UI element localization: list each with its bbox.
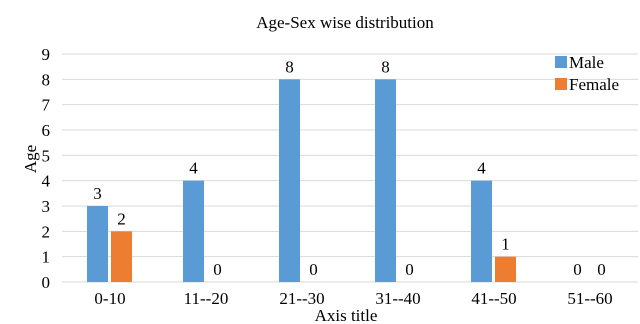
y-tick-label: 0 [42, 273, 51, 292]
legend-label: Female [569, 75, 619, 94]
bar-female [495, 256, 516, 282]
y-tick-label: 2 [42, 222, 51, 241]
x-tick-label: 41--50 [471, 289, 516, 308]
y-tick-label: 3 [42, 197, 51, 216]
y-tick-label: 1 [42, 248, 51, 267]
data-label: 3 [93, 184, 102, 203]
y-tick-label: 6 [42, 121, 51, 140]
data-label: 4 [189, 159, 198, 178]
legend-swatch-female [555, 78, 567, 90]
y-tick-label: 5 [42, 146, 51, 165]
data-label: 0 [405, 260, 414, 279]
bar-male [279, 79, 300, 282]
data-label: 0 [573, 260, 582, 279]
bar-male [87, 206, 108, 282]
y-tick-label: 8 [42, 70, 51, 89]
y-axis-ticks: 0 1 2 3 4 5 6 7 8 9 [42, 45, 51, 292]
bars [87, 79, 516, 282]
bar-female [111, 231, 132, 282]
bar-male [375, 79, 396, 282]
y-tick-label: 4 [42, 172, 51, 191]
bar-male [471, 180, 492, 282]
y-tick-label: 9 [42, 45, 51, 64]
x-tick-label: 11--20 [184, 289, 229, 308]
data-label: 0 [597, 260, 606, 279]
x-axis-label: Axis title [315, 306, 378, 324]
chart-title: Age-Sex wise distribution [256, 13, 434, 32]
data-label: 0 [309, 260, 318, 279]
data-label: 4 [477, 159, 486, 178]
x-tick-label: 31--40 [375, 289, 420, 308]
data-label: 8 [285, 57, 294, 76]
x-axis-ticks: 0-10 11--20 21--30 31--40 41--50 51--60 [94, 289, 612, 308]
y-axis-label: Age [21, 145, 40, 173]
x-tick-label: 21--30 [279, 289, 324, 308]
x-tick-label: 0-10 [94, 289, 125, 308]
data-label: 1 [501, 235, 510, 254]
data-label: 8 [381, 57, 390, 76]
legend: Male Female [555, 53, 619, 94]
bar-male [183, 180, 204, 282]
data-label: 0 [213, 260, 222, 279]
y-tick-label: 7 [42, 96, 51, 115]
gridlines [62, 53, 638, 283]
legend-label: Male [569, 53, 604, 72]
x-tick-label: 51--60 [567, 289, 612, 308]
data-label: 2 [117, 209, 126, 228]
legend-swatch-male [555, 56, 567, 68]
